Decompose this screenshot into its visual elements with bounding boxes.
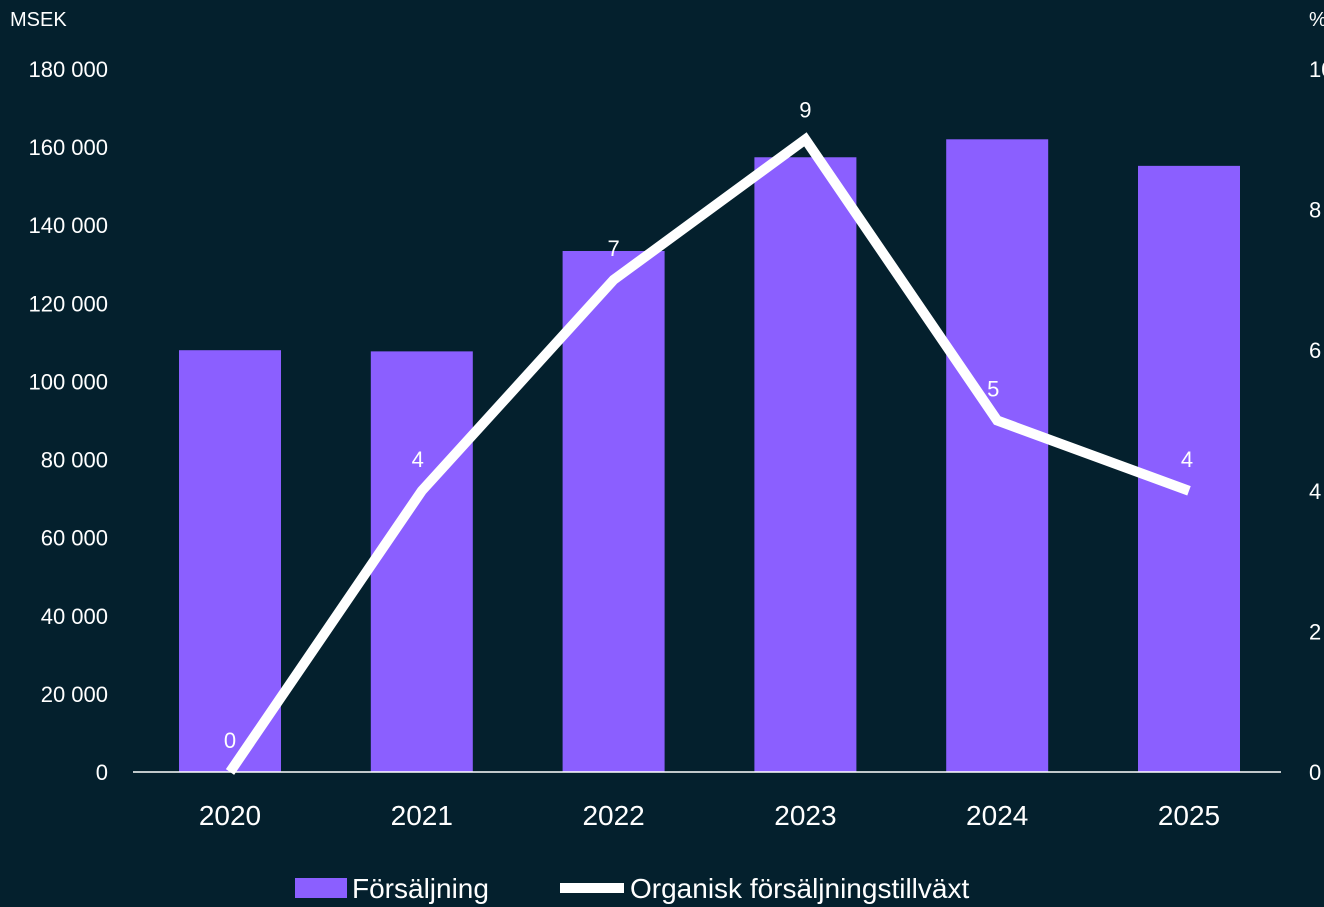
line-data-label-2022: 7 bbox=[607, 236, 619, 261]
x-tick-label-2022: 2022 bbox=[582, 800, 644, 831]
y-left-tick-label: 40 000 bbox=[41, 604, 108, 629]
line-data-label-2020: 0 bbox=[224, 728, 236, 753]
y-right-tick-label: 4 bbox=[1309, 479, 1321, 504]
line-data-label-2024: 5 bbox=[987, 377, 999, 402]
y-right-tick-label: 6 bbox=[1309, 338, 1321, 363]
y-left-tick-label: 100 000 bbox=[28, 369, 108, 394]
line-group bbox=[225, 132, 1191, 775]
x-tick-label-2023: 2023 bbox=[774, 800, 836, 831]
axis-group: 0 20 000 40 000 60 000 80 000 100 000 120 000 1… bbox=[10, 9, 1324, 831]
x-tick-label-2024: 2024 bbox=[966, 800, 1028, 831]
y-left-tick-label: 160 000 bbox=[28, 135, 108, 160]
bar-2024 bbox=[946, 139, 1049, 773]
y-right-tick-label: 2 bbox=[1309, 619, 1321, 644]
y-right-tick-label: 0 bbox=[1309, 760, 1321, 785]
y-left-tick-label: 120 000 bbox=[28, 291, 108, 316]
y-left-tick-label: 60 000 bbox=[41, 526, 108, 551]
y-left-tick-label: 140 000 bbox=[28, 213, 108, 238]
legend-label-line: Organisk försäljningstillväxt bbox=[630, 873, 969, 904]
y-right-tick-label: 8 bbox=[1309, 198, 1321, 223]
bar-2025 bbox=[1138, 165, 1240, 772]
legend: Försäljning Organisk försäljningstillväxt bbox=[295, 873, 969, 904]
bar-2023 bbox=[754, 157, 857, 772]
labels-group: 0 4 7 9 5 4 bbox=[224, 97, 1193, 753]
x-tick-label-2020: 2020 bbox=[199, 800, 261, 831]
y-right-unit: % bbox=[1309, 9, 1324, 31]
bar-2020 bbox=[179, 350, 281, 772]
y-left-tick-label: 180 000 bbox=[28, 57, 108, 82]
line-data-label-2021: 4 bbox=[412, 447, 424, 472]
bars-group bbox=[179, 139, 1240, 773]
x-tick-label-2021: 2021 bbox=[391, 800, 453, 831]
line-data-label-2023: 9 bbox=[799, 97, 811, 122]
y-left-unit: MSEK bbox=[10, 9, 67, 31]
x-tick-label-2025: 2025 bbox=[1158, 800, 1220, 831]
legend-label-bar: Försäljning bbox=[352, 873, 489, 904]
bar-2021 bbox=[370, 351, 473, 772]
legend-swatch-line bbox=[560, 883, 624, 893]
line-data-label-2025: 4 bbox=[1181, 447, 1193, 472]
growth-line bbox=[225, 132, 1191, 775]
y-right-tick-label: 10 bbox=[1309, 57, 1324, 82]
legend-swatch-bar bbox=[295, 878, 347, 898]
y-left-tick-label: 20 000 bbox=[41, 682, 108, 707]
bar-2022 bbox=[562, 250, 665, 772]
y-left-tick-label: 0 bbox=[96, 760, 108, 785]
y-left-tick-label: 80 000 bbox=[41, 448, 108, 473]
